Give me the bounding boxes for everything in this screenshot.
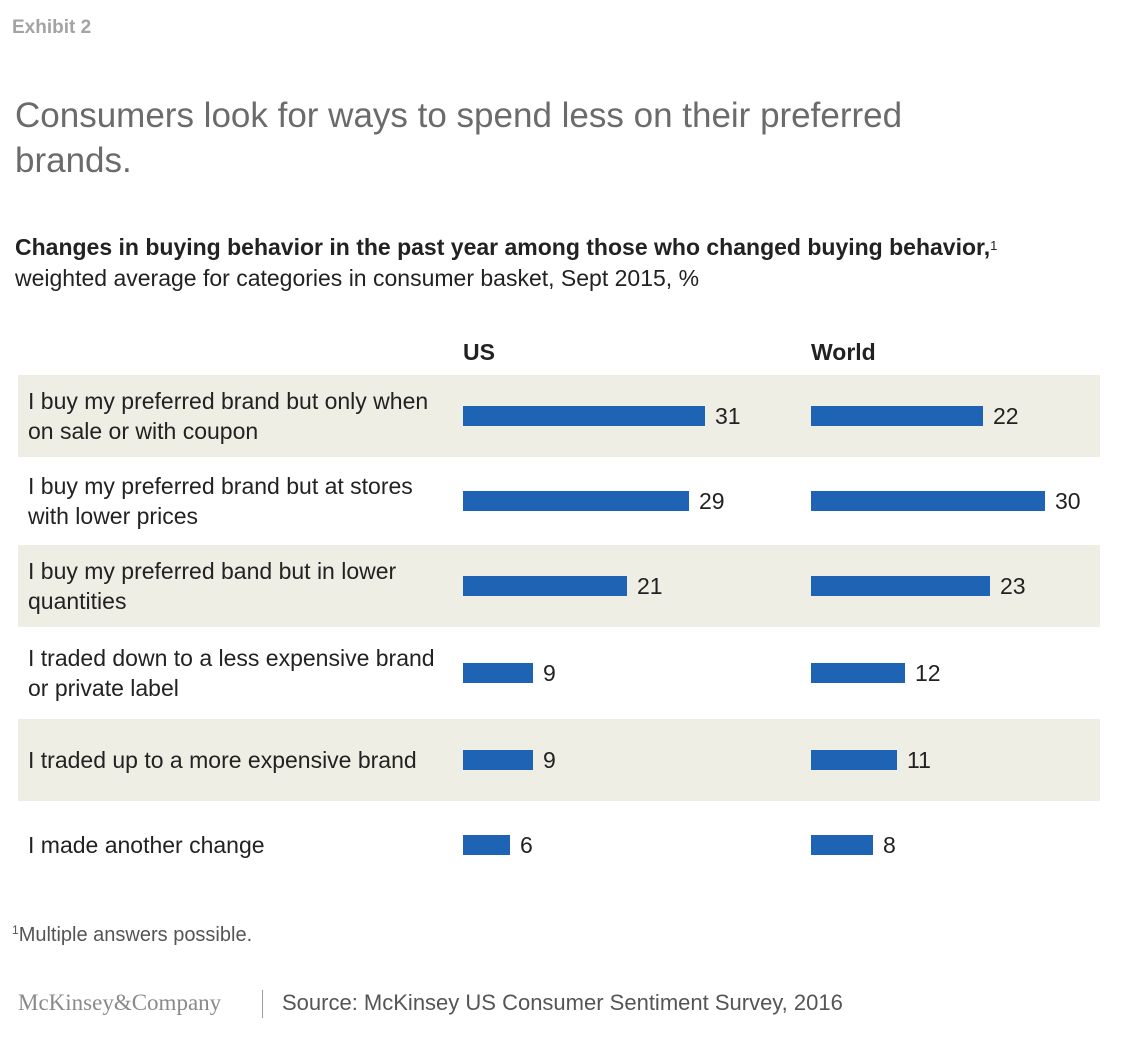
bar-world: [811, 835, 873, 855]
column-header-world: World: [811, 339, 876, 365]
category-label: I buy my preferred brand but at stores w…: [28, 473, 413, 529]
footnote: 1Multiple answers possible.: [12, 923, 253, 947]
bar-world: [811, 406, 983, 426]
footnote-text: Multiple answers possible.: [18, 924, 253, 946]
bar-us: [463, 576, 627, 596]
data-label-us: 31: [715, 403, 741, 429]
bar-us: [463, 750, 533, 770]
chart-title: Changes in buying behavior in the past y…: [15, 234, 991, 260]
data-label-world: 12: [915, 660, 941, 686]
data-label-us: 6: [520, 832, 533, 858]
chart-row: I traded up to a more expensive brand: [18, 719, 1100, 801]
column-header-us: US: [463, 339, 495, 365]
bar-us: [463, 406, 705, 426]
footnote-marker: 1: [12, 923, 19, 937]
footer-divider: [262, 990, 263, 1018]
data-label-world: 30: [1055, 488, 1081, 514]
company-logo: McKinsey&Company: [18, 990, 222, 1015]
bar-world: [811, 491, 1045, 511]
category-label: I buy my preferred band but in lower qua…: [28, 558, 397, 614]
data-label-world: 11: [907, 747, 931, 773]
data-label-world: 8: [883, 832, 896, 858]
title-footnote-marker: 1: [990, 238, 998, 253]
data-label-us: 29: [699, 488, 725, 514]
data-label-world: 22: [993, 403, 1019, 429]
data-label-world: 23: [1000, 573, 1026, 599]
data-label-us: 9: [543, 660, 556, 686]
data-label-us: 21: [637, 573, 663, 599]
bar-us: [463, 663, 533, 683]
bar-world: [811, 750, 897, 770]
page-title: Consumers look for ways to spend less on…: [15, 96, 903, 180]
chart-subtitle: Changes in buying behavior in the past y…: [15, 232, 1115, 294]
chart-subtitle-text: weighted average for categories in consu…: [15, 265, 700, 291]
data-label-us: 9: [543, 747, 556, 773]
bar-us: [463, 835, 510, 855]
exhibit-label: Exhibit 2: [12, 17, 92, 38]
chart-row: I traded down to a less expensive brand …: [18, 630, 1100, 716]
category-label: I buy my preferred brand but only when o…: [28, 388, 429, 444]
chart-row: I made another change: [18, 804, 1100, 886]
chart-row: I buy my preferred brand but at stores w…: [18, 460, 1100, 542]
bar-us: [463, 491, 689, 511]
category-label: I traded down to a less expensive brand …: [28, 645, 435, 701]
source-note: Source: McKinsey US Consumer Sentiment S…: [282, 990, 843, 1015]
category-label: I made another change: [28, 832, 265, 858]
category-label: I traded up to a more expensive brand: [28, 747, 417, 773]
bar-world: [811, 663, 905, 683]
bar-world: [811, 576, 990, 596]
